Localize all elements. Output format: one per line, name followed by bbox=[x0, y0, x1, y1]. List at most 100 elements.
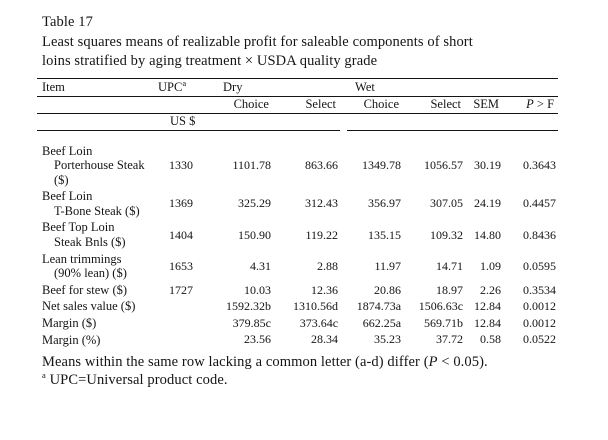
col-header-dry-select: Select bbox=[273, 96, 341, 114]
col-header-p-value: P > F bbox=[503, 96, 559, 114]
cell-wet-choice: 1874.73a bbox=[356, 299, 402, 314]
table-row: Beef Loin T-Bone Steak ($) 1369 325.29 312.4… bbox=[37, 188, 558, 219]
table-caption-line-2: loins stratified by aging treatment × US… bbox=[42, 53, 378, 69]
cell-p-value: 0.3534 bbox=[523, 282, 557, 297]
group-gap-cell bbox=[340, 332, 347, 349]
col-header-item: Item bbox=[37, 78, 155, 97]
cell-wet-select: 37.72 bbox=[436, 332, 464, 347]
cell-p-value: 0.0522 bbox=[523, 332, 557, 347]
results-table: Item UPCa Dry Wet Choice Select Choice S… bbox=[37, 77, 559, 349]
item-line: Steak Bnls ($) bbox=[54, 235, 126, 250]
item-line: Porterhouse Steak bbox=[54, 158, 145, 173]
group-gap-cell bbox=[340, 282, 347, 299]
table-row: Net sales value ($) 1592.32b 1310.56d 1874.… bbox=[37, 298, 558, 315]
cell-dry-select: 119.22 bbox=[305, 227, 339, 242]
spacer-cell bbox=[37, 113, 155, 131]
cell-item: Net sales value ($) bbox=[37, 298, 155, 315]
item-line: Beef Top Loin bbox=[42, 220, 115, 235]
cell-dry-select: 373.64c bbox=[299, 315, 339, 330]
col-header-wet-select: Select bbox=[403, 96, 466, 114]
cell-upc bbox=[155, 332, 207, 349]
item-line: Beef for stew ($) bbox=[42, 282, 128, 297]
group-gap-cell bbox=[340, 219, 347, 250]
footnote-means: Means within the same row lacking a comm… bbox=[42, 354, 488, 371]
cell-wet-choice: 662.25a bbox=[362, 315, 402, 330]
spacer-cell bbox=[340, 96, 348, 114]
cell-sem: 30.19 bbox=[474, 157, 502, 172]
group-gap-cell bbox=[340, 188, 347, 219]
cell-wet-select: 109.32 bbox=[430, 227, 464, 242]
col-header-upc: UPCa bbox=[155, 77, 207, 97]
cell-wet-choice: 356.97 bbox=[368, 196, 402, 211]
spacer-cell bbox=[207, 113, 273, 131]
group-header-wet: Wet bbox=[347, 78, 466, 97]
table-row: Beef Loin Porterhouse Steak ($) 1330 1101.78… bbox=[37, 143, 558, 189]
footnotes: Means within the same row lacking a comm… bbox=[42, 354, 608, 389]
cell-sem: 2.26 bbox=[480, 282, 502, 297]
cell-wet-select: 1056.57 bbox=[424, 157, 464, 172]
cell-p-value: 0.4457 bbox=[523, 196, 557, 211]
cell-sem: 24.19 bbox=[474, 196, 502, 211]
cell-wet-choice: 135.15 bbox=[368, 227, 402, 242]
cell-item: Beef Loin Porterhouse Steak ($) bbox=[37, 143, 155, 189]
table-title-block: Table 17 Least squares means of realizab… bbox=[42, 13, 562, 72]
spacer-cell bbox=[37, 96, 155, 114]
spacer-cell bbox=[503, 113, 559, 131]
cell-sem: 14.80 bbox=[474, 227, 502, 242]
cell-wet-choice: 11.97 bbox=[374, 258, 402, 273]
group-gap-cell bbox=[340, 143, 347, 189]
table-row: Beef Top Loin Steak Bnls ($) 1404 150.90 119… bbox=[37, 219, 558, 250]
table-body: Beef Loin Porterhouse Steak ($) 1330 1101.78… bbox=[37, 130, 558, 348]
cell-dry-choice: 1101.78 bbox=[232, 157, 271, 172]
col-header-dry-choice: Choice bbox=[207, 96, 273, 114]
cell-wet-select: 1506.63c bbox=[418, 299, 464, 314]
footnote-upc: a UPC=Universal product code. bbox=[42, 369, 228, 388]
table-caption-line-1: Least squares means of realizable profit… bbox=[42, 33, 473, 50]
cell-dry-select: 12.36 bbox=[311, 282, 339, 297]
spacer-cell bbox=[155, 96, 207, 114]
cell-upc: 1330 bbox=[169, 157, 193, 172]
header-row-subcolumns: Choice Select Choice Select SEM P > F bbox=[37, 96, 559, 114]
spacer-cell bbox=[465, 113, 504, 131]
group-gap-cell bbox=[340, 298, 347, 315]
table-row: Margin (%) 23.56 28.34 35.23 37.72 0.58 0.0522 bbox=[37, 332, 558, 349]
cell-dry-choice: 23.56 bbox=[244, 332, 271, 347]
upc-footnote-marker: a bbox=[182, 77, 187, 88]
header-row-groups: Item UPCa Dry Wet bbox=[37, 77, 559, 97]
cell-item: Beef Top Loin Steak Bnls ($) bbox=[37, 219, 155, 250]
cell-sem: 1.09 bbox=[480, 258, 502, 273]
cell-wet-select: 307.05 bbox=[430, 196, 464, 211]
cell-upc: 1404 bbox=[169, 227, 193, 242]
cell-upc: 1727 bbox=[169, 282, 193, 297]
item-line: Margin ($) bbox=[42, 316, 97, 331]
spacer-cell bbox=[347, 113, 404, 131]
upc-footnote-marker: a bbox=[42, 369, 46, 380]
group-gap-cell bbox=[340, 315, 347, 332]
cell-wet-choice: 1349.78 bbox=[362, 157, 402, 172]
cell-item: Margin (%) bbox=[37, 332, 155, 349]
cell-upc bbox=[155, 298, 207, 315]
item-line: Beef Loin bbox=[42, 143, 93, 158]
item-line: T-Bone Steak ($) bbox=[54, 203, 140, 218]
p-symbol: P bbox=[428, 354, 438, 371]
blank-spacer-row bbox=[37, 130, 558, 143]
item-line: ($) bbox=[54, 172, 69, 187]
item-line: Beef Loin bbox=[42, 189, 93, 204]
units-label: US $ bbox=[155, 113, 207, 131]
cell-wet-choice: 20.86 bbox=[374, 282, 402, 297]
col-header-sem: SEM bbox=[465, 96, 504, 114]
cell-dry-select: 312.43 bbox=[305, 196, 339, 211]
cell-dry-select: 28.34 bbox=[311, 332, 339, 347]
spacer-cell bbox=[403, 113, 466, 131]
group-header-dry: Dry bbox=[207, 78, 341, 97]
cell-dry-choice: 325.29 bbox=[238, 196, 271, 211]
cell-wet-select: 569.71b bbox=[424, 315, 464, 330]
cell-upc: 1653 bbox=[169, 258, 193, 273]
cell-dry-choice: 379.85c bbox=[232, 315, 271, 330]
units-row: US $ bbox=[37, 113, 559, 131]
cell-item: Beef Loin T-Bone Steak ($) bbox=[37, 188, 155, 219]
cell-upc: 1369 bbox=[169, 196, 193, 211]
spacer-cell bbox=[465, 78, 504, 97]
cell-wet-select: 18.97 bbox=[436, 282, 464, 297]
